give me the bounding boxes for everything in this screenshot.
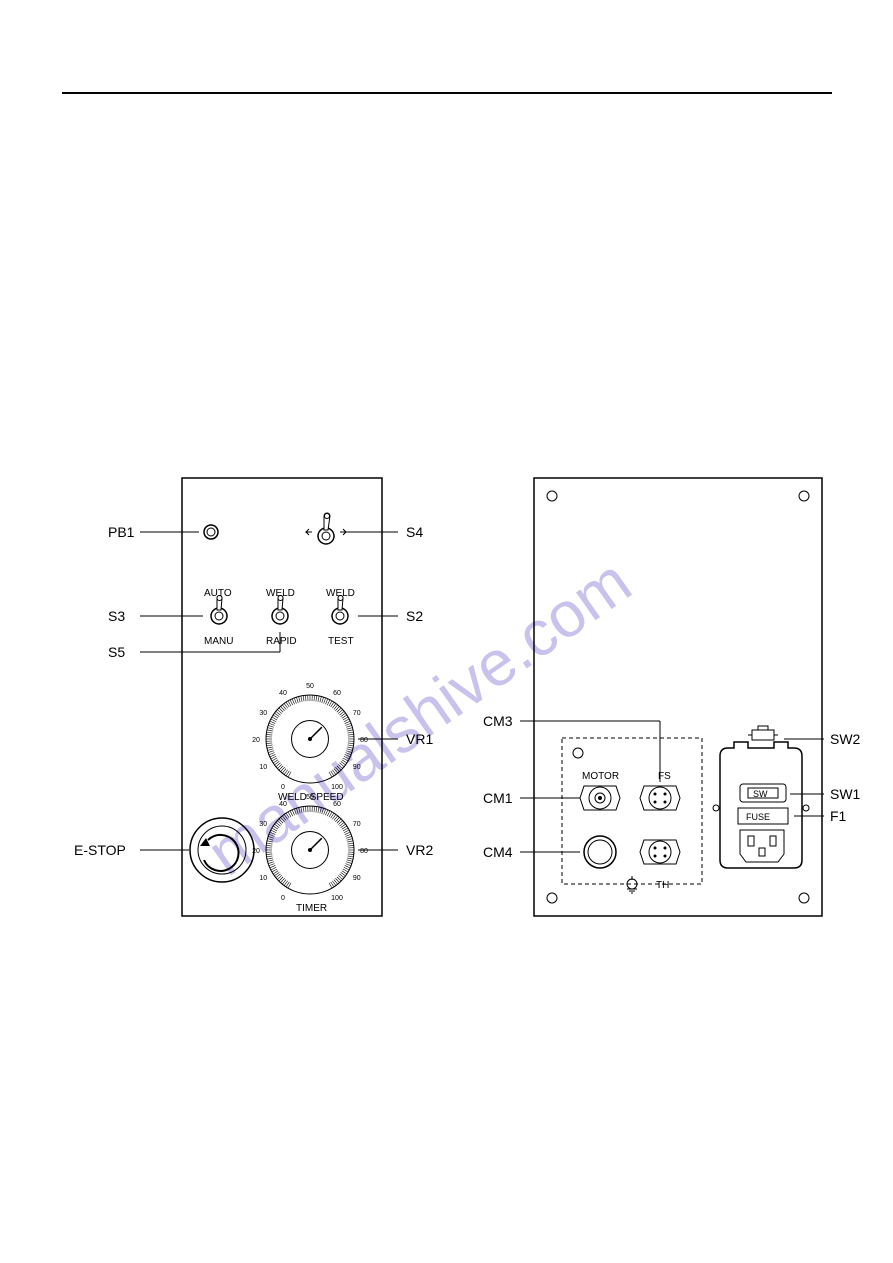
sw1-switch[interactable]: SW: [740, 784, 786, 802]
fuse-holder[interactable]: FUSE: [738, 808, 788, 824]
s5-bot-label: RAPID: [266, 636, 297, 647]
svg-text:100: 100: [331, 895, 343, 902]
svg-text:60: 60: [333, 801, 341, 808]
svg-text:90: 90: [353, 875, 361, 882]
connector-box-hole: [573, 748, 583, 758]
vr1-label: VR1: [406, 731, 433, 747]
svg-text:40: 40: [279, 690, 287, 697]
fuse-box-label: FUSE: [746, 812, 770, 822]
vr2-bottom-label: TIMER: [296, 903, 327, 914]
th-connector[interactable]: [640, 840, 680, 864]
power-inlet[interactable]: [740, 830, 784, 862]
sw2-label: SW2: [830, 731, 861, 747]
cm3-connector[interactable]: [640, 786, 680, 810]
sw2-clip[interactable]: [748, 726, 778, 740]
back-hole-tl: [547, 491, 557, 501]
svg-text:0: 0: [281, 784, 285, 791]
svg-text:100: 100: [331, 784, 343, 791]
s5-label: S5: [108, 644, 125, 660]
sw1-label: SW1: [830, 786, 861, 802]
diagram-svg: PB1 S4 S3 AUTO MANU S5 WELD RAPID S2 WEL…: [0, 0, 893, 1263]
connector-box: [562, 738, 702, 884]
s3-toggle[interactable]: [211, 596, 227, 625]
s3-bot-label: MANU: [204, 636, 233, 647]
back-hole-tr: [799, 491, 809, 501]
svg-text:80: 80: [360, 737, 368, 744]
svg-text:70: 70: [353, 821, 361, 828]
vr1-dial[interactable]: 0 10 20 30 40 50 60 70 80 90 100: [252, 683, 368, 791]
s3-label: S3: [108, 608, 125, 624]
svg-text:0: 0: [281, 895, 285, 902]
s4-arrow-right-icon: [340, 529, 346, 535]
svg-text:10: 10: [259, 875, 267, 882]
estop-button[interactable]: [190, 818, 254, 882]
svg-text:70: 70: [353, 710, 361, 717]
svg-text:90: 90: [353, 764, 361, 771]
back-hole-bl: [547, 893, 557, 903]
svg-text:20: 20: [252, 737, 260, 744]
pb1-label: PB1: [108, 524, 135, 540]
pb1-button[interactable]: [207, 528, 215, 536]
cm1-label: CM1: [483, 790, 513, 806]
pb1-ring: [204, 525, 218, 539]
cm1-connector[interactable]: [580, 786, 620, 810]
s2-bot-label: TEST: [328, 636, 354, 647]
back-panel-rect: [534, 478, 822, 916]
svg-text:80: 80: [360, 848, 368, 855]
th-label: TH: [656, 880, 669, 891]
cm3-label: CM3: [483, 713, 513, 729]
sw-box-label: SW: [753, 789, 768, 799]
s4-toggle[interactable]: [318, 513, 334, 544]
s2-toggle[interactable]: [332, 596, 348, 625]
vr2-dial[interactable]: 0102030405060708090100: [252, 794, 368, 902]
motor-label: MOTOR: [582, 771, 619, 782]
s4-label: S4: [406, 524, 423, 540]
svg-text:30: 30: [259, 710, 267, 717]
power-module: [713, 742, 809, 868]
back-hole-br: [799, 893, 809, 903]
svg-text:10: 10: [259, 764, 267, 771]
f1-label: F1: [830, 808, 847, 824]
cm4-label: CM4: [483, 844, 513, 860]
cm4-connector[interactable]: [584, 836, 616, 868]
svg-text:40: 40: [279, 801, 287, 808]
vr2-label: VR2: [406, 842, 433, 858]
s2-label: S2: [406, 608, 423, 624]
svg-text:30: 30: [259, 821, 267, 828]
s4-arrow-left-icon: [306, 529, 312, 535]
s5-toggle[interactable]: [272, 596, 288, 625]
svg-text:50: 50: [306, 683, 314, 690]
svg-text:60: 60: [333, 690, 341, 697]
estop-label: E-STOP: [74, 842, 126, 858]
svg-text:50: 50: [306, 794, 314, 801]
